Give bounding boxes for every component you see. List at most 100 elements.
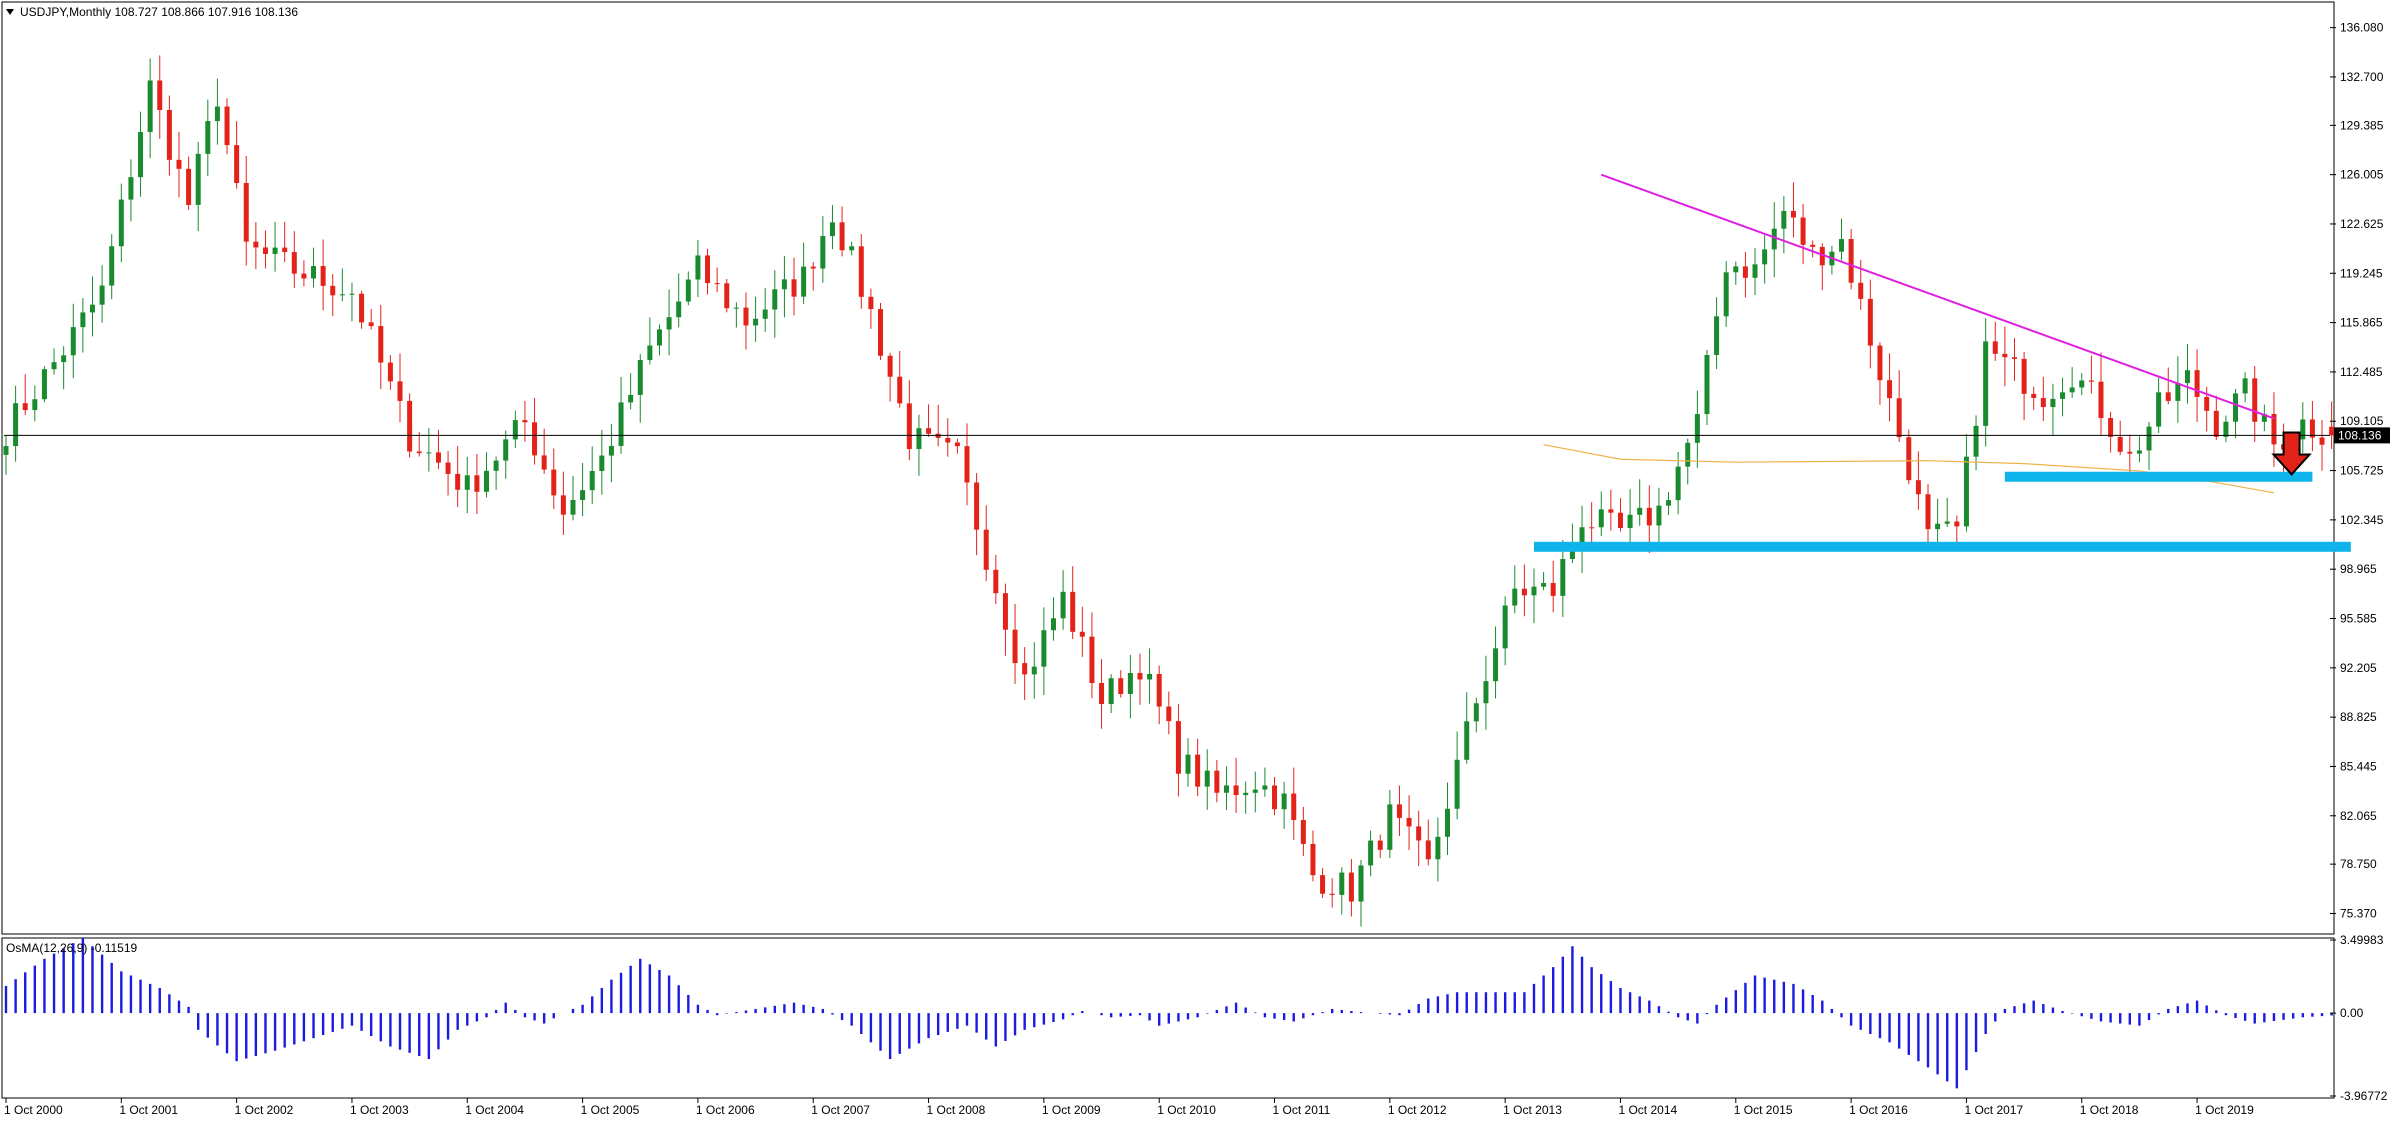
- candle-body: [1041, 630, 1047, 667]
- candle-body: [1887, 380, 1893, 399]
- candle-body: [2194, 370, 2200, 397]
- candle-body: [1810, 244, 1816, 247]
- candle-body: [2117, 436, 2123, 452]
- candle-body: [147, 80, 153, 133]
- price-tick-label: 98.965: [2340, 562, 2377, 576]
- candle-body: [560, 495, 566, 515]
- candle-body: [407, 400, 413, 452]
- candle-body: [897, 376, 903, 404]
- candle-body: [993, 569, 999, 594]
- candle-body: [1790, 210, 1796, 218]
- candle-body: [378, 326, 384, 363]
- candle-body: [1839, 239, 1845, 252]
- price-tick-label: 132.700: [2340, 70, 2384, 84]
- candle-body: [61, 355, 67, 363]
- candle-body: [887, 355, 893, 377]
- candle-body: [1579, 527, 1585, 545]
- candle-body: [1877, 345, 1883, 381]
- candle-body: [1387, 804, 1393, 850]
- candle-body: [1675, 466, 1681, 501]
- time-tick-label: 1 Oct 2015: [1734, 1103, 1793, 1117]
- candle-body: [1560, 559, 1566, 596]
- candle-body: [2136, 450, 2142, 454]
- candle-body: [1329, 893, 1335, 895]
- candle-body: [1550, 583, 1556, 596]
- candle-body: [41, 369, 47, 400]
- candle-body: [945, 437, 951, 443]
- candle-body: [80, 312, 86, 328]
- candle-body: [368, 322, 374, 327]
- candle-body: [2175, 383, 2181, 401]
- candle-body: [291, 252, 297, 274]
- candle-body: [2204, 396, 2210, 411]
- trendline[interactable]: [1600, 173, 2275, 420]
- candle-body: [858, 246, 864, 297]
- time-tick-label: 1 Oct 2011: [1273, 1103, 1331, 1117]
- candle-body: [1992, 341, 1998, 354]
- time-tick-label: 1 Oct 2013: [1503, 1103, 1562, 1117]
- candle-body: [1935, 523, 1941, 530]
- candle-body: [868, 296, 874, 310]
- candle-body: [829, 222, 835, 237]
- candle-body: [339, 294, 345, 296]
- candle-body: [1339, 872, 1345, 895]
- candle-body: [2050, 398, 2056, 408]
- candle-body: [1127, 672, 1133, 695]
- candle-body: [1002, 593, 1008, 630]
- time-tick-label: 1 Oct 2017: [1964, 1103, 2023, 1117]
- candle-body: [1541, 583, 1547, 587]
- candle-body: [2011, 357, 2017, 359]
- candle-body: [637, 360, 643, 395]
- candle-body: [2223, 421, 2229, 437]
- candle-body: [2309, 419, 2315, 438]
- candle-body: [1646, 507, 1652, 526]
- candle-body: [589, 470, 595, 491]
- candle-body: [1867, 298, 1873, 346]
- menu-triangle-icon[interactable]: [6, 9, 14, 15]
- candle-body: [714, 283, 720, 285]
- time-tick-label: 1 Oct 2019: [2195, 1103, 2254, 1117]
- time-tick-label: 1 Oct 2007: [811, 1103, 870, 1117]
- candle-body: [1012, 629, 1018, 664]
- candle-body: [810, 266, 816, 269]
- candle-body: [1214, 770, 1220, 793]
- candle-body: [2242, 378, 2248, 394]
- candle-body: [733, 307, 739, 309]
- candle-body: [2165, 392, 2171, 401]
- candle-body: [2127, 451, 2133, 454]
- candle-body: [1704, 354, 1710, 415]
- price-tick-label: 92.205: [2340, 661, 2377, 675]
- candle-body: [2271, 413, 2277, 445]
- time-tick-label: 1 Oct 2012: [1388, 1103, 1447, 1117]
- candle-body: [762, 309, 768, 319]
- candle-body: [445, 462, 451, 474]
- candle-body: [1502, 605, 1508, 649]
- candle-body: [1358, 865, 1364, 902]
- candle-body: [1368, 840, 1374, 866]
- candle-body: [743, 307, 749, 326]
- time-tick-label: 1 Oct 2016: [1849, 1103, 1908, 1117]
- osma-pane-frame: [1, 937, 2335, 1099]
- candle-body: [1195, 754, 1201, 787]
- time-tick-label: 1 Oct 2001: [119, 1103, 178, 1117]
- candle-body: [1781, 210, 1787, 229]
- price-pane-frame: [1, 1, 2335, 935]
- candle-body: [974, 482, 980, 530]
- candle-body: [1531, 586, 1537, 596]
- candle-body: [781, 279, 787, 290]
- candle-body: [2021, 358, 2027, 394]
- candle-body: [262, 247, 268, 254]
- time-tick-label: 1 Oct 2004: [465, 1103, 524, 1117]
- candle-body: [1310, 843, 1316, 876]
- candle-body: [2261, 413, 2267, 422]
- time-tick-label: 1 Oct 2002: [235, 1103, 294, 1117]
- candle-body: [570, 499, 576, 515]
- candle-body: [1666, 500, 1672, 506]
- candle-body: [1050, 618, 1056, 631]
- candle-body: [1300, 820, 1306, 844]
- candle-body: [1166, 706, 1172, 722]
- candle-body: [983, 529, 989, 570]
- candle-body: [1099, 682, 1105, 705]
- candle-body: [1396, 804, 1402, 818]
